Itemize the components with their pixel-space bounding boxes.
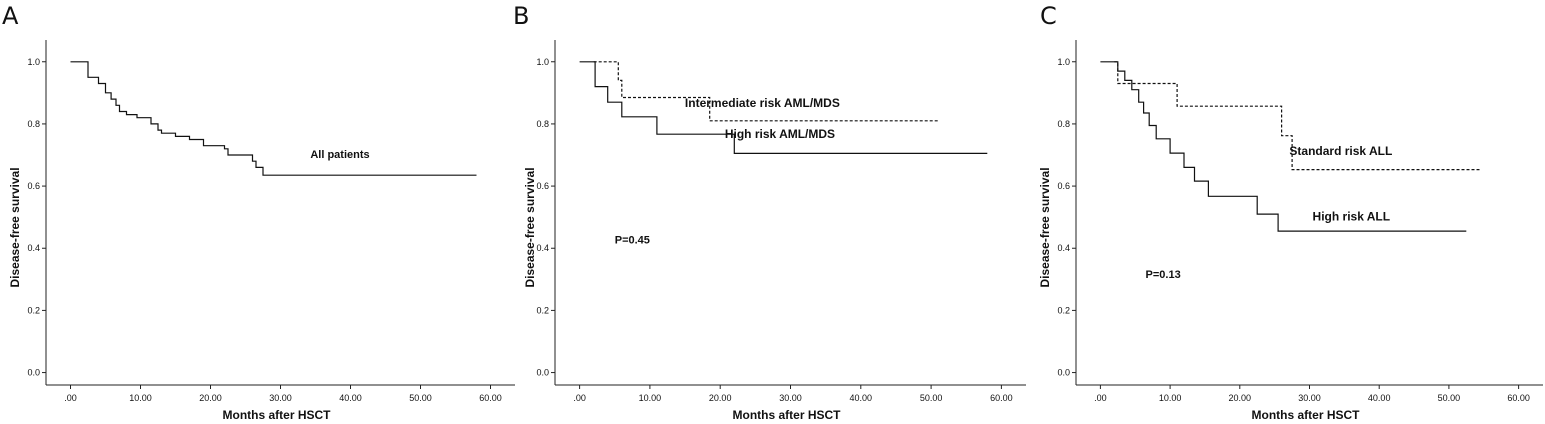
y-tick-label: 0.8 <box>536 119 549 129</box>
x-tick-label: 50.00 <box>1438 393 1461 403</box>
x-tick-label: 60.00 <box>1507 393 1530 403</box>
y-tick-label: 0.2 <box>536 305 549 315</box>
y-tick-label: 0.6 <box>1057 181 1070 191</box>
x-tick-label: 60.00 <box>479 393 502 403</box>
y-tick-label: 0.6 <box>27 181 40 191</box>
x-tick-label: .00 <box>1094 393 1107 403</box>
series-line-intermediate-risk-aml-mds <box>593 61 939 122</box>
y-tick-label: 0.0 <box>27 368 40 378</box>
y-tick-label: 0.4 <box>1057 243 1070 253</box>
y-tick-label: 0.8 <box>1057 119 1070 129</box>
x-axis-title: Months after HSCT <box>733 408 842 422</box>
x-tick-label: 60.00 <box>990 393 1013 403</box>
y-axis-title: Disease-free survival <box>523 167 537 287</box>
km-chart-a: 0.0 0.2 0.4 0.6 0.8 1.0 .00 10.00 20.00 30.00 40.0… <box>8 40 515 422</box>
annotation-p-0-13: P=0.13 <box>1146 269 1181 281</box>
series-line-high-risk-all <box>1100 61 1467 232</box>
x-tick-label: 40.00 <box>339 393 362 403</box>
panel-label: C <box>1040 2 1057 30</box>
y-tick-label: 0.8 <box>27 119 40 129</box>
x-tick-label: 10.00 <box>639 393 662 403</box>
y-tick-label: 1.0 <box>27 57 40 67</box>
x-tick-label: 10.00 <box>129 393 152 403</box>
x-tick-label: 30.00 <box>1298 393 1321 403</box>
x-tick-label: 20.00 <box>199 393 222 403</box>
annotation-intermediate-risk-aml-mds: Intermediate risk AML/MDS <box>685 96 840 110</box>
y-tick-label: 1.0 <box>1057 57 1070 67</box>
x-tick-label: 40.00 <box>850 393 873 403</box>
x-axis-title: Months after HSCT <box>223 408 332 422</box>
annotation-standard-risk-all: Standard risk ALL <box>1289 144 1392 158</box>
y-tick-label: 0.0 <box>536 368 549 378</box>
x-tick-label: 30.00 <box>269 393 292 403</box>
annotation-high-risk-aml-mds: High risk AML/MDS <box>725 127 835 141</box>
x-tick-label: 50.00 <box>920 393 943 403</box>
annotation-high-risk-all: High risk ALL <box>1313 209 1391 223</box>
annotation-p-0-45: P=0.45 <box>615 235 650 247</box>
x-tick-label: 50.00 <box>409 393 432 403</box>
x-tick-label: 10.00 <box>1159 393 1182 403</box>
y-tick-label: 0.4 <box>27 243 40 253</box>
y-tick-label: 0.2 <box>1057 305 1070 315</box>
panel-c: C 0.0 0.2 0.4 0.6 0.8 1.0 .00 10.00 20.00 30.00 40… <box>1030 0 1545 424</box>
x-tick-label: 40.00 <box>1368 393 1391 403</box>
panel-label: A <box>2 2 19 30</box>
y-tick-label: 0.0 <box>1057 368 1070 378</box>
y-axis-title: Disease-free survival <box>1038 167 1052 287</box>
series-line-high-risk-aml-mds <box>579 61 988 154</box>
y-tick-label: 0.4 <box>536 243 549 253</box>
x-tick-label: .00 <box>64 393 77 403</box>
km-chart-c: 0.0 0.2 0.4 0.6 0.8 1.0 .00 10.00 20.00 30.00 40.0… <box>1038 40 1543 422</box>
panel-b: B 0.0 0.2 0.4 0.6 0.8 1.0 .00 10.00 20.00 30.00 40… <box>513 0 1030 424</box>
y-tick-label: 1.0 <box>536 57 549 67</box>
x-tick-label: 30.00 <box>779 393 802 403</box>
x-tick-label: .00 <box>573 393 586 403</box>
annotation-all-patients: All patients <box>310 149 369 161</box>
panel-a: A 0.0 0.2 0.4 0.6 0.8 1.0 .00 10.00 20.00 30.00 40… <box>0 0 515 424</box>
x-tick-label: 20.00 <box>709 393 732 403</box>
x-axis-title: Months after HSCT <box>1252 408 1361 422</box>
y-tick-label: 0.2 <box>27 305 40 315</box>
x-tick-label: 20.00 <box>1229 393 1252 403</box>
series-line-all-patients <box>70 61 477 176</box>
panel-label: B <box>513 2 530 30</box>
y-tick-label: 0.6 <box>536 181 549 191</box>
y-axis-title: Disease-free survival <box>8 167 22 287</box>
km-chart-b: 0.0 0.2 0.4 0.6 0.8 1.0 .00 10.00 20.00 30.00 40.0… <box>523 40 1026 422</box>
